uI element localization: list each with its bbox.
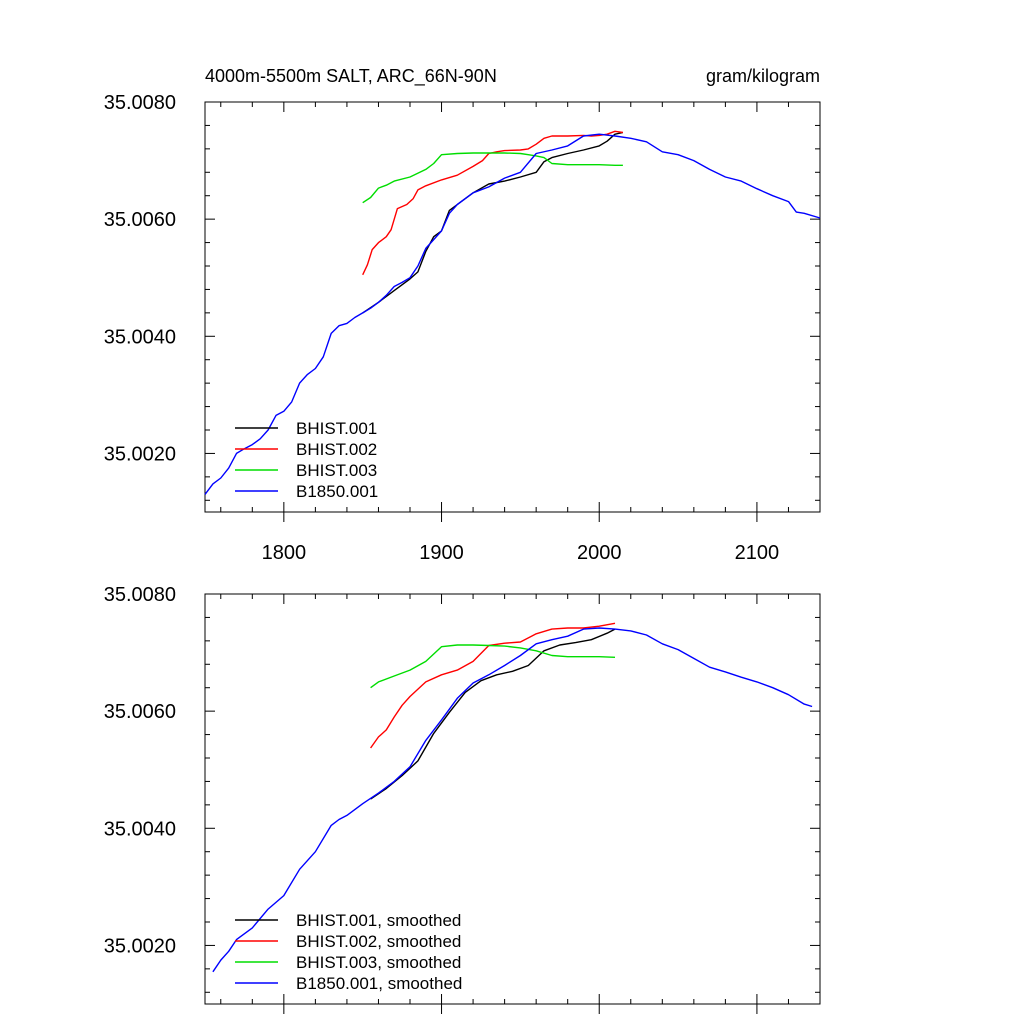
- legend-label: BHIST.003, smoothed: [296, 953, 461, 972]
- series-line: [370, 622, 616, 749]
- x-tick-label: 2100: [735, 542, 780, 564]
- y-tick-label: 35.0060: [104, 701, 176, 723]
- legend-label: BHIST.001, smoothed: [296, 911, 461, 930]
- bottom-panel-plot: 35.0020 35.0040 35.0060 35.0080 BHIST.001, s…: [104, 584, 821, 1014]
- y-tick-label: 35.0080: [104, 584, 176, 606]
- y-tick-label: 35.0040: [104, 818, 176, 840]
- x-tick-label: 1900: [419, 542, 464, 564]
- y-tick-label: 35.0040: [104, 326, 176, 348]
- series-line: [362, 131, 624, 314]
- plot-frame: [204, 101, 821, 513]
- y-tick-label: 35.0020: [104, 443, 176, 465]
- legend-label: B1850.001, smoothed: [296, 974, 462, 993]
- chart-units: gram/kilogram: [706, 66, 820, 86]
- x-tick-label: 2000: [577, 542, 622, 564]
- legend-label: BHIST.003: [296, 461, 377, 480]
- plot-frame: [204, 593, 821, 1005]
- series-line: [212, 627, 813, 973]
- legend-label: B1850.001: [296, 482, 378, 501]
- series-line: [204, 133, 821, 495]
- series-line: [370, 644, 616, 689]
- y-tick-label: 35.0060: [104, 209, 176, 231]
- y-tick-label: 35.0020: [104, 935, 176, 957]
- series-line: [362, 152, 623, 204]
- series-line: [370, 628, 616, 800]
- legend-label: BHIST.002: [296, 440, 377, 459]
- top-panel-plot: 1800 1900 2000 2100 35.0020 35.0040 35.0060 35.…: [104, 92, 821, 564]
- y-tick-label: 35.0080: [104, 92, 176, 114]
- chart-title: 4000m-5500m SALT, ARC_66N-90N: [205, 66, 497, 87]
- legend-label: BHIST.001: [296, 419, 377, 438]
- legend-label: BHIST.002, smoothed: [296, 932, 461, 951]
- x-tick-label: 1800: [262, 542, 307, 564]
